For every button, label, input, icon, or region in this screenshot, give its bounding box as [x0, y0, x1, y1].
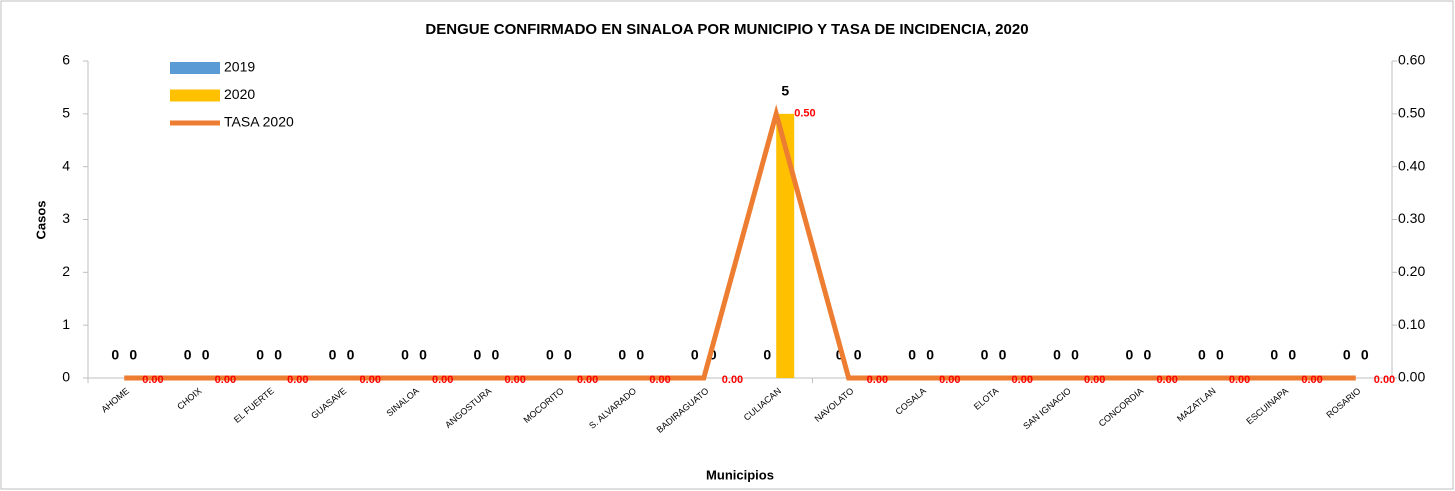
y2-tick-label: 0.60	[1398, 52, 1425, 68]
bar	[776, 113, 795, 378]
legend-swatch	[170, 89, 220, 102]
y2-tick-label: 0.20	[1398, 263, 1425, 279]
line-value-label: 0.00	[1012, 374, 1033, 386]
bar-value-label: 0	[926, 347, 934, 363]
y-tick-label: 0	[62, 369, 70, 385]
line-value-label: 0.00	[142, 374, 163, 386]
bar-value-label: 0	[564, 347, 572, 363]
line-value-label: 0.00	[287, 374, 308, 386]
bar-value-label: 0	[1126, 347, 1134, 363]
y2-tick-label: 0.50	[1398, 105, 1425, 121]
bar-value-label: 0	[999, 347, 1007, 363]
bar-value-label: 0	[618, 347, 626, 363]
bar-value-label: 0	[1288, 347, 1296, 363]
chart-title: DENGUE CONFIRMADO EN SINALOA POR MUNICIP…	[425, 21, 1028, 38]
line-value-label: 0.00	[722, 374, 743, 386]
bar-value-label: 0	[1216, 347, 1224, 363]
bar-value-label: 0	[474, 347, 482, 363]
bar-value-label: 0	[763, 347, 771, 363]
bar-value-label: 0	[202, 347, 210, 363]
y-axis-title: Casos	[33, 200, 48, 239]
line-value-label: 0.00	[432, 374, 453, 386]
line-value-label: 0.00	[1229, 374, 1250, 386]
legend-label: TASA 2020	[224, 114, 294, 130]
line-value-label: 0.00	[577, 374, 598, 386]
bar-value-label: 0	[347, 347, 355, 363]
bar-value-label: 0	[636, 347, 644, 363]
bar-value-label: 0	[419, 347, 427, 363]
bar-value-label: 0	[1053, 347, 1061, 363]
bar-value-label: 0	[184, 347, 192, 363]
y2-tick-label: 0.30	[1398, 210, 1425, 226]
y-tick-label: 2	[62, 263, 70, 279]
bar-value-label: 0	[709, 347, 717, 363]
bar-value-label: 0	[329, 347, 337, 363]
y-tick-label: 1	[62, 316, 70, 332]
line-value-label: 0.00	[1156, 374, 1177, 386]
bar-value-label: 0	[111, 347, 119, 363]
y2-tick-label: 0.10	[1398, 316, 1425, 332]
bar-value-label: 0	[274, 347, 282, 363]
line-value-label: 0.50	[794, 108, 815, 120]
line-value-label: 0.00	[215, 374, 236, 386]
line-value-label: 0.00	[939, 374, 960, 386]
bar-value-label: 0	[256, 347, 264, 363]
bar-value-label: 0	[1198, 347, 1206, 363]
bar-value-label: 0	[129, 347, 137, 363]
y2-tick-label: 0.40	[1398, 157, 1425, 173]
legend-swatch	[170, 62, 220, 74]
bar-value-label: 0	[492, 347, 500, 363]
bar-value-label: 0	[1270, 347, 1278, 363]
line-value-label: 0.00	[504, 374, 525, 386]
legend-label: 2020	[224, 86, 255, 102]
line-value-label: 0.00	[360, 374, 381, 386]
y-tick-label: 4	[62, 157, 70, 173]
bar-value-label: 0	[908, 347, 916, 363]
x-axis-title: Municipios	[706, 467, 774, 482]
bar-value-label: 0	[1343, 347, 1351, 363]
line-value-label: 0.00	[1374, 374, 1395, 386]
bar-value-label: 0	[981, 347, 989, 363]
bar-value-label: 0	[546, 347, 554, 363]
line-value-label: 0.00	[1301, 374, 1322, 386]
y-tick-label: 6	[62, 52, 70, 68]
bar-value-label: 0	[691, 347, 699, 363]
bar-value-label: 5	[781, 83, 789, 99]
legend-label: 2019	[224, 59, 255, 75]
line-series	[124, 104, 1356, 381]
bar-value-label: 0	[1361, 347, 1369, 363]
line-value-label: 0.00	[1084, 374, 1105, 386]
y2-tick-label: 0.00	[1398, 369, 1425, 385]
y-tick-label: 5	[62, 105, 70, 121]
bar-value-label: 0	[1144, 347, 1152, 363]
bar-value-label: 0	[854, 347, 862, 363]
line-value-label: 0.00	[867, 374, 888, 386]
bar-value-label: 0	[401, 347, 409, 363]
line-value-label: 0.00	[649, 374, 670, 386]
bar-value-label: 0	[1071, 347, 1079, 363]
y-tick-label: 3	[62, 210, 70, 226]
